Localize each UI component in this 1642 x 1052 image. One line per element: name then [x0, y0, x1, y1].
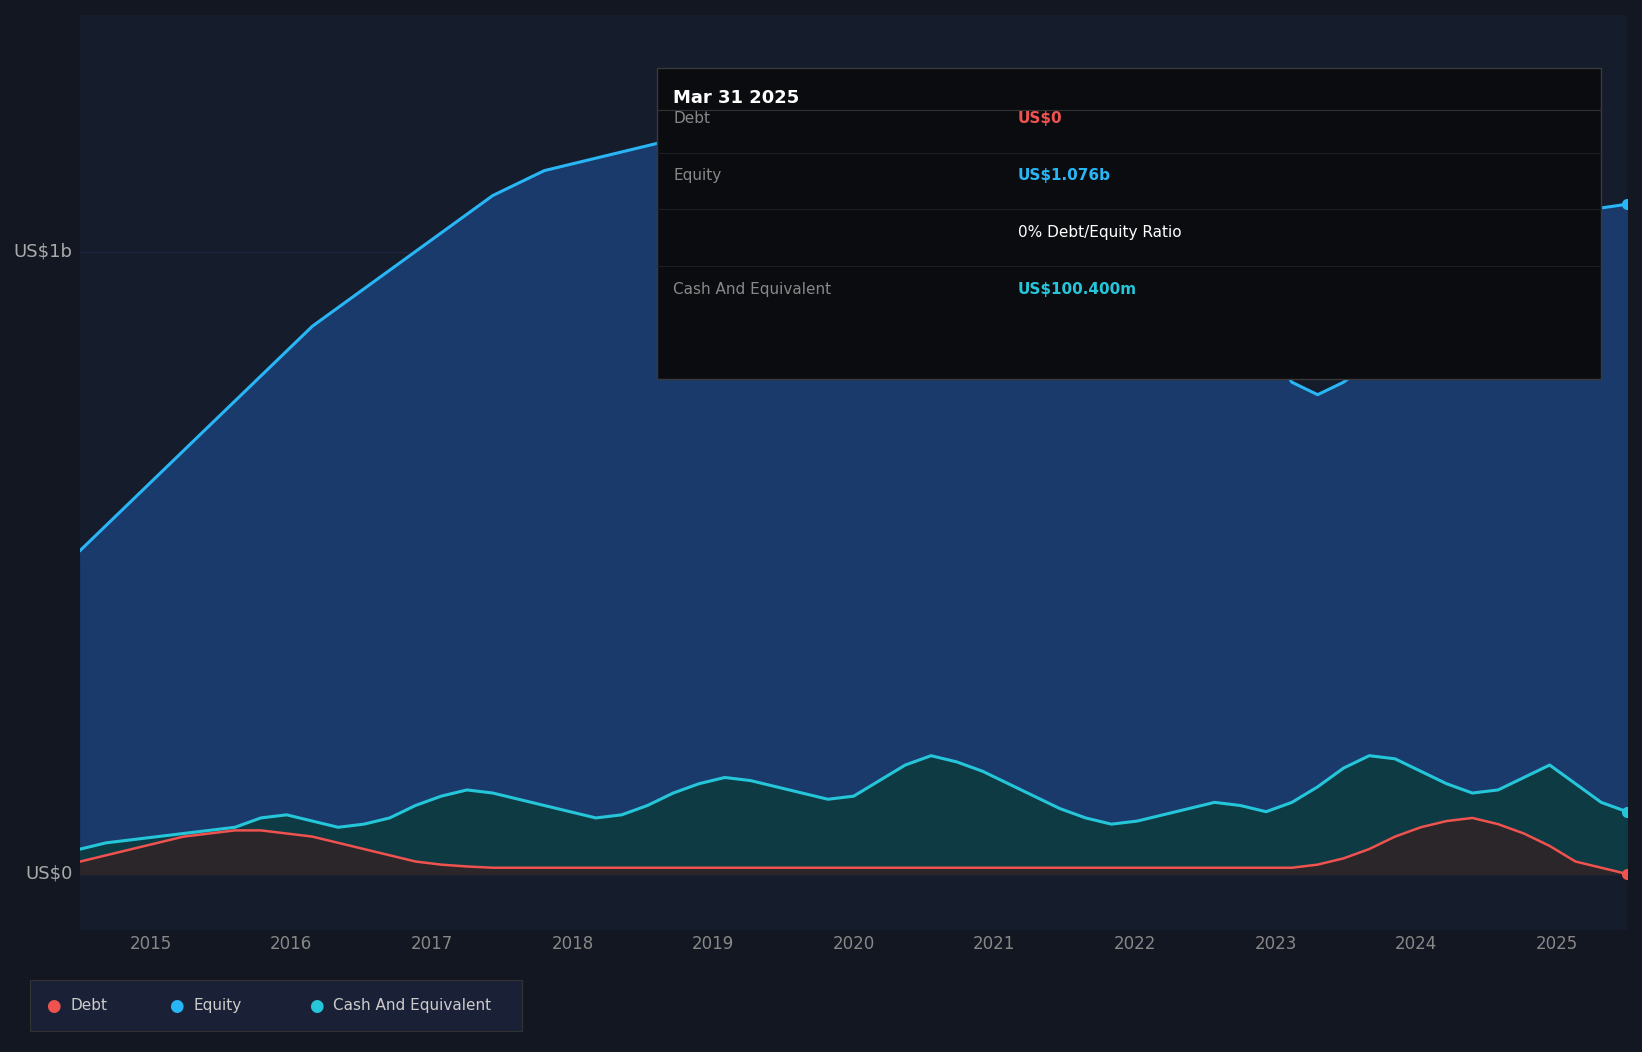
Text: US$100.400m: US$100.400m: [1018, 282, 1138, 297]
Text: ●: ●: [309, 996, 323, 1015]
Text: Equity: Equity: [673, 168, 721, 183]
Text: Mar 31 2025: Mar 31 2025: [673, 88, 800, 107]
Text: US$0: US$0: [1018, 112, 1062, 126]
Text: Cash And Equivalent: Cash And Equivalent: [673, 282, 831, 297]
Text: US$1b: US$1b: [13, 243, 72, 261]
Text: Debt: Debt: [673, 112, 711, 126]
Text: US$0: US$0: [25, 865, 72, 883]
Text: 0% Debt/Equity Ratio: 0% Debt/Equity Ratio: [1018, 225, 1182, 240]
Text: ●: ●: [46, 996, 61, 1015]
Text: ●: ●: [169, 996, 184, 1015]
Text: Equity: Equity: [194, 998, 241, 1013]
Text: Debt: Debt: [71, 998, 108, 1013]
Text: US$1.076b: US$1.076b: [1018, 168, 1112, 183]
Text: Cash And Equivalent: Cash And Equivalent: [333, 998, 491, 1013]
